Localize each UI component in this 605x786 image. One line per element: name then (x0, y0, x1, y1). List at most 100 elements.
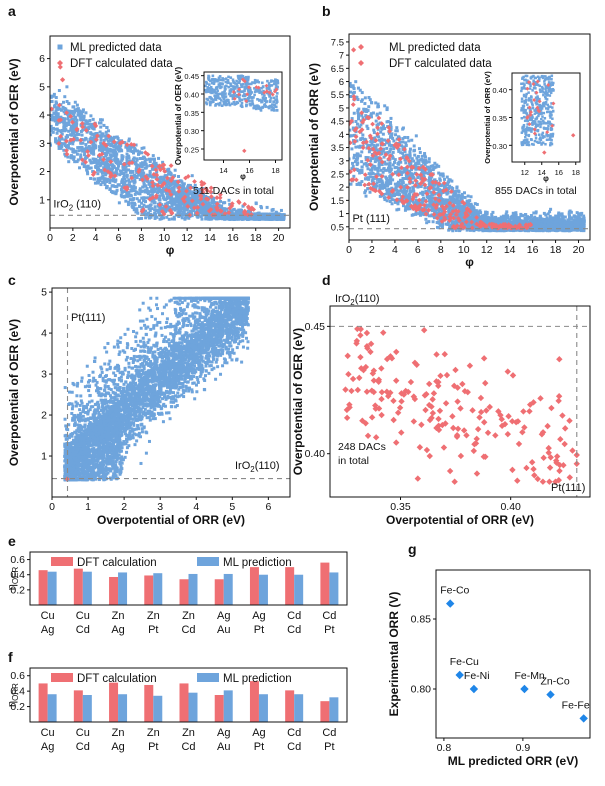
inset-ml-point (207, 90, 210, 93)
ml-point (148, 193, 152, 197)
inset-ml-point (272, 80, 276, 83)
ml-point (423, 210, 427, 214)
ml-point (141, 205, 145, 209)
ml-point (70, 109, 74, 113)
inset-ml-point (218, 103, 221, 107)
inset-ml-point (235, 100, 239, 104)
ml-point (92, 152, 96, 156)
ml-point (259, 204, 263, 208)
inset-ml-point (248, 102, 252, 106)
inset-ml-point (268, 95, 271, 98)
inset-ml-point (253, 78, 257, 82)
dft-point (183, 175, 188, 181)
ml-point (397, 166, 401, 170)
ml-point (370, 140, 374, 144)
inset-ml-point (214, 91, 218, 95)
ml-point (112, 135, 116, 139)
ml-point (450, 226, 454, 230)
ml-point (165, 183, 169, 187)
ml-point (75, 160, 79, 164)
ml-point (159, 205, 163, 209)
dft-point (78, 137, 84, 143)
ml-point (151, 166, 155, 170)
ml-point (385, 188, 389, 192)
ml-point (367, 150, 371, 154)
ml-point (212, 204, 216, 208)
inset-ml-point (275, 101, 278, 105)
ml-point (131, 151, 135, 155)
inset-ml-point (227, 75, 230, 79)
ml-point (403, 145, 407, 149)
ml-point (127, 194, 131, 198)
ml-point (139, 216, 143, 220)
dft-point (102, 167, 108, 173)
ml-point (356, 117, 360, 121)
inset-dft-point (242, 148, 247, 154)
dft-point (64, 148, 69, 153)
ml-point (89, 114, 93, 118)
ml-point (108, 147, 112, 151)
ml-point (177, 208, 181, 212)
ml-point (472, 207, 476, 211)
ml-point (368, 98, 372, 102)
ml-point (404, 205, 408, 209)
ml-point (60, 108, 64, 112)
ml-point (414, 134, 418, 138)
ml-point (360, 165, 364, 169)
inset-ml-point (205, 102, 209, 106)
ml-point (364, 107, 368, 111)
inset-ml-point (275, 92, 279, 95)
ml-point (232, 214, 236, 218)
ml-point (73, 160, 77, 164)
ml-point (72, 131, 76, 135)
ml-point (67, 146, 71, 150)
ml-point (366, 109, 370, 113)
ml-point (532, 211, 536, 215)
ml-point (402, 170, 406, 174)
ml-point (417, 212, 421, 216)
ml-point (71, 142, 75, 146)
ml-point (98, 177, 102, 181)
dft-point (57, 64, 63, 70)
ml-point (83, 122, 87, 126)
dft-point (208, 185, 214, 191)
ml-point (113, 185, 117, 189)
legend-label-dft: DFT calculated data (70, 58, 173, 70)
ml-point (103, 177, 107, 181)
ml-point (428, 204, 432, 208)
ml-point (115, 185, 119, 189)
inset-ml-point (246, 96, 250, 100)
ml-point (104, 137, 108, 141)
ml-point (201, 200, 205, 204)
ml-point (423, 162, 427, 166)
ml-point (91, 149, 95, 153)
ml-point (147, 207, 151, 211)
ml-point (197, 199, 201, 203)
inset-ml-point (210, 89, 214, 92)
y-tick-label: 3 (39, 138, 45, 150)
ml-point (177, 174, 181, 178)
ml-point (142, 183, 146, 187)
inset-ml-point (216, 85, 219, 89)
inset-ml-point (275, 79, 278, 82)
ml-point (242, 217, 246, 221)
ml-point (104, 173, 108, 177)
ml-point (360, 99, 364, 103)
inset-ml-point (273, 103, 276, 107)
ml-point (393, 187, 397, 191)
ml-point (185, 215, 189, 219)
ml-point (111, 167, 115, 171)
ml-point (182, 182, 186, 186)
dft-point (149, 163, 155, 169)
ml-point (86, 140, 90, 144)
ml-point (352, 153, 356, 157)
ml-point (133, 186, 137, 190)
inset-ml-point (263, 97, 266, 101)
ml-point (194, 201, 198, 205)
inset-ml-point (216, 93, 219, 96)
ml-point (364, 161, 368, 165)
ml-point (51, 94, 55, 98)
ml-point (416, 162, 420, 166)
ml-point (468, 228, 472, 232)
ml-point (250, 216, 254, 220)
